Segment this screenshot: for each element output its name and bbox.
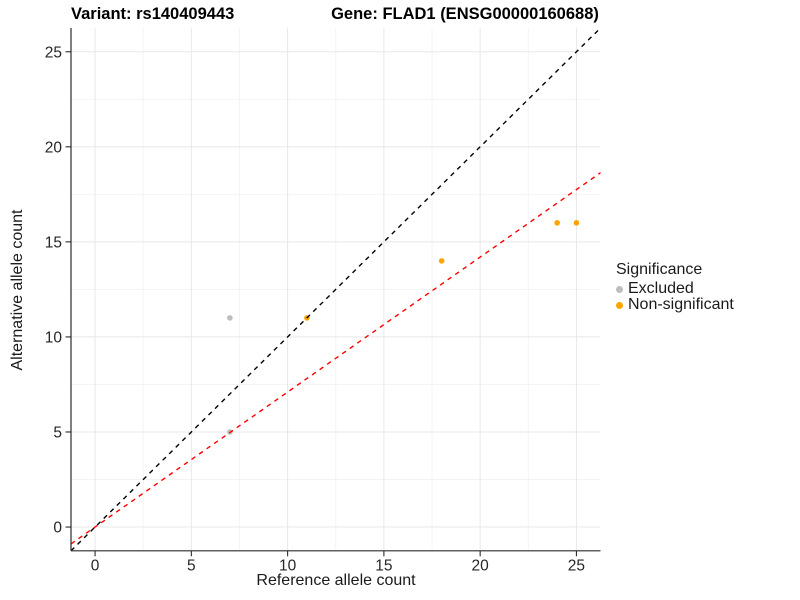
non-significant-dot-icon (616, 301, 623, 309)
y-tick-label: 0 (53, 520, 62, 537)
legend-item-label: Excluded (628, 280, 694, 297)
excluded-dot-icon (616, 285, 623, 293)
x-tick-label: 25 (568, 557, 585, 574)
y-tick-label: 20 (45, 139, 63, 156)
data-point-non-significant (554, 220, 560, 226)
x-tick-label: 0 (91, 557, 100, 574)
legend-item-label: Non-significant (628, 296, 734, 313)
x-tick-label: 20 (472, 557, 490, 574)
y-tick-label: 10 (45, 329, 63, 346)
y-axis-label: Alternative allele count (9, 209, 26, 371)
legend-item-non-significant: Non-significant (616, 296, 734, 313)
x-tick-label: 5 (187, 557, 196, 574)
data-point-excluded (227, 315, 233, 321)
identity-line (70, 27, 601, 552)
data-point-non-significant (438, 258, 445, 264)
x-axis-label: Reference allele count (256, 572, 416, 589)
y-tick-label: 15 (45, 234, 62, 251)
legend-item-excluded: Excluded (616, 280, 734, 297)
plot-title-gene: Gene: FLAD1 (ENSG00000160688) (331, 5, 599, 23)
x-tick-label: 15 (375, 557, 392, 574)
plot-title-variant: Variant: rs140409443 (71, 5, 235, 23)
data-point-non-significant (573, 220, 580, 226)
x-tick-label: 10 (279, 557, 297, 574)
y-tick-label: 5 (53, 424, 62, 441)
legend: Significance Excluded Non-significant (616, 261, 734, 313)
legend-title: Significance (616, 261, 703, 278)
y-tick-label: 25 (45, 44, 62, 61)
ratio-line (70, 172, 601, 545)
